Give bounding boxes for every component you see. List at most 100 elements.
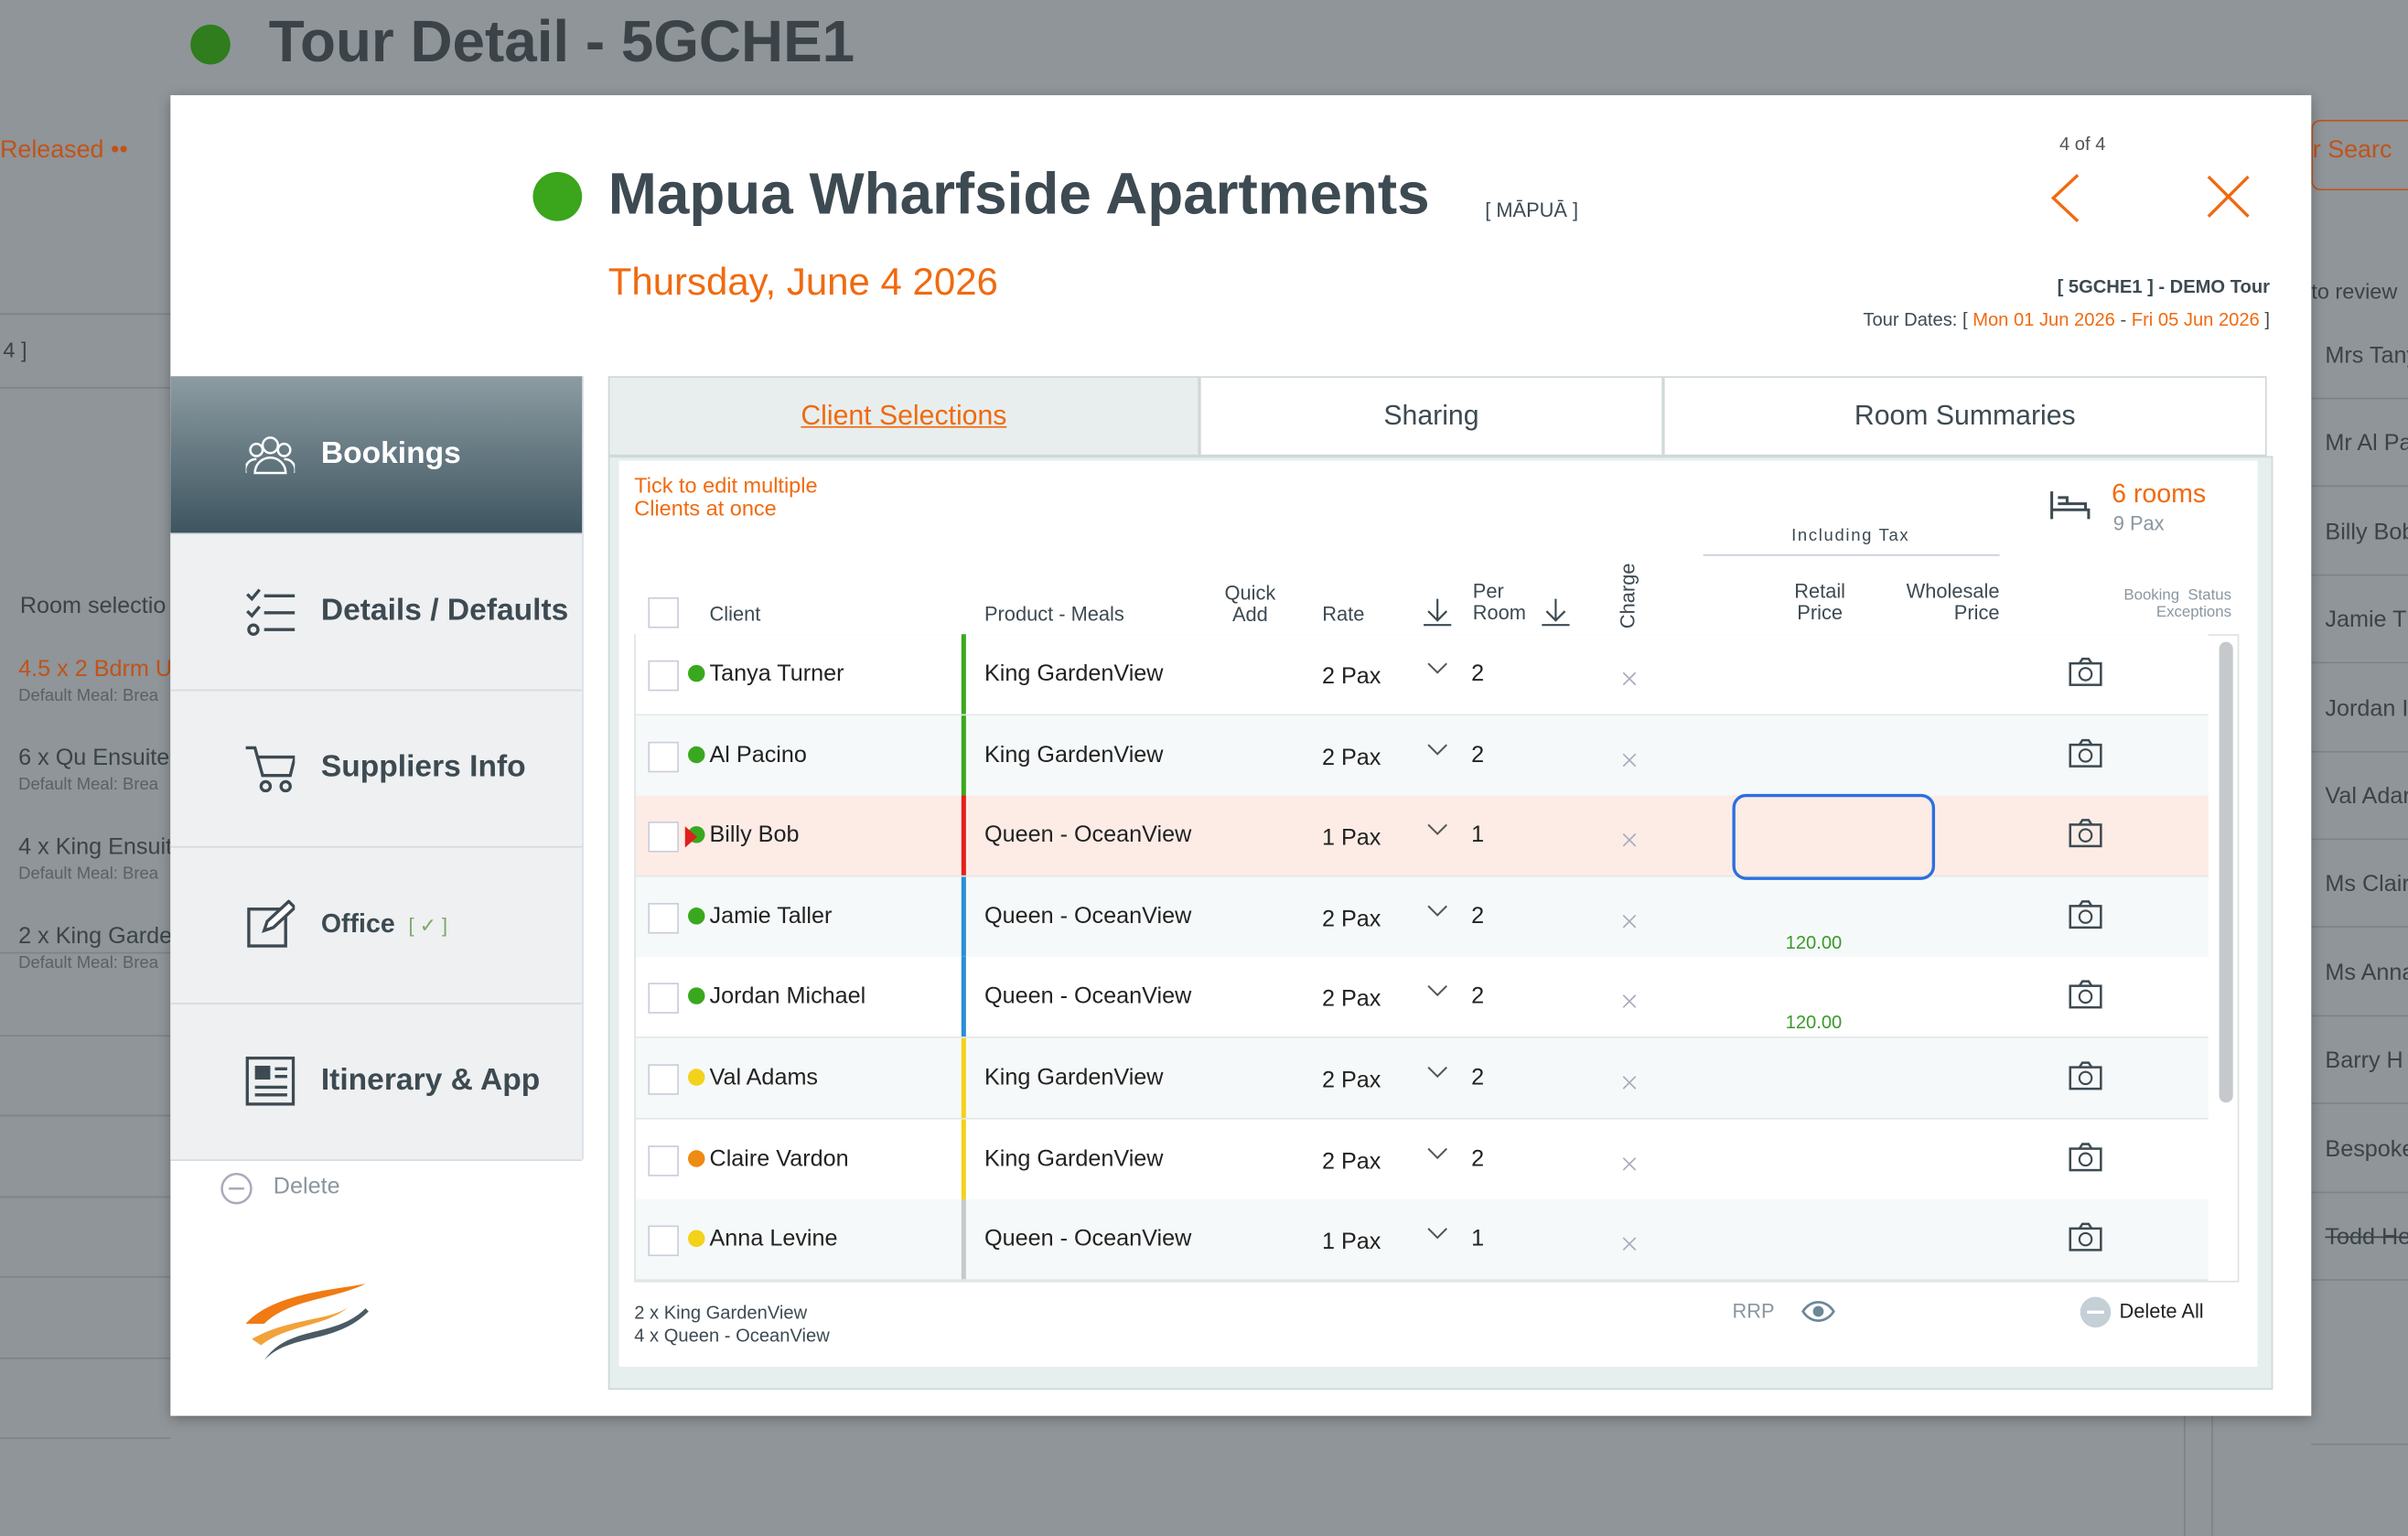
status-icon[interactable] (2069, 656, 2102, 687)
product-bar (961, 1037, 966, 1119)
product: King GardenView (984, 741, 1164, 768)
sort-icon[interactable] (1422, 596, 1453, 629)
row-checkbox[interactable] (648, 1144, 679, 1176)
client-name[interactable]: Anna Levine (709, 1226, 838, 1252)
quick-chevron[interactable] (1426, 817, 1448, 836)
tab-label[interactable]: Sharing (1383, 400, 1479, 431)
bg-name: Jamie T (2325, 607, 2407, 634)
close-button-svg (2207, 175, 2250, 218)
bg-room: 6 x Qu Ensuite (18, 745, 170, 771)
client-name[interactable]: Al Pacino (709, 741, 807, 768)
quick-chevron[interactable] (1426, 1059, 1448, 1079)
nav-label[interactable]: Details / Defaults (320, 593, 569, 628)
tab[interactable] (607, 376, 1199, 457)
client-name[interactable]: Billy Bob (709, 822, 800, 849)
charge-x[interactable] (1622, 667, 1638, 686)
status-dot (688, 746, 705, 763)
tab-label[interactable]: Client Selections (801, 400, 1007, 431)
charge-x[interactable] (1622, 1070, 1638, 1090)
nav-item[interactable] (170, 1003, 583, 1162)
row-checkbox[interactable] (648, 1225, 679, 1257)
nav-item[interactable] (170, 376, 583, 535)
quick-chevron[interactable] (1426, 898, 1448, 917)
bg-name: Ms Claire (2325, 871, 2408, 898)
eye-toggle[interactable] (1801, 1299, 1835, 1324)
client-name[interactable]: Jordan Michael (709, 983, 866, 1010)
rate: 2 Pax (1321, 1067, 1381, 1094)
bg-review: to review (2311, 278, 2398, 304)
close-button[interactable] (2205, 174, 2251, 220)
tab[interactable] (1662, 376, 2267, 457)
quick-chevron[interactable] (1426, 1141, 1448, 1159)
table-row (635, 957, 2209, 1039)
row-checkbox[interactable] (648, 822, 679, 853)
delete-all-icon[interactable] (2080, 1296, 2112, 1328)
status-icon[interactable] (2069, 1059, 2102, 1090)
delete-icon[interactable] (220, 1172, 253, 1206)
per-room: 2 (1471, 741, 1485, 768)
client-name[interactable]: Tanya Turner (709, 661, 844, 687)
status-icon[interactable] (2069, 1221, 2102, 1252)
bg-name-line (2311, 838, 2408, 841)
nav-icon (245, 1056, 296, 1106)
nav-label[interactable]: Itinerary & App (320, 1063, 541, 1098)
sort-icon[interactable] (1541, 596, 1572, 629)
product-bar (961, 876, 966, 957)
charge-x[interactable] (1622, 1232, 1638, 1251)
nav-icon (243, 430, 297, 479)
flag (684, 826, 698, 848)
prev-button[interactable] (2048, 172, 2084, 224)
row-checkbox[interactable] (648, 902, 679, 934)
charge-x[interactable] (1622, 908, 1638, 929)
bg-name-line (2311, 1015, 2408, 1016)
nav-label[interactable]: Suppliers Info (320, 749, 526, 784)
summary: 2 x King GardenView (634, 1301, 808, 1324)
product-bar (961, 634, 966, 714)
nav-label[interactable]: Office (320, 908, 395, 939)
product-bar (961, 1119, 966, 1199)
quick-chevron[interactable] (1426, 1221, 1448, 1240)
nav-item[interactable] (170, 690, 583, 848)
charge-x[interactable] (1622, 1151, 1638, 1171)
delete-all[interactable]: Delete All (2119, 1299, 2204, 1323)
header-checkbox[interactable] (648, 596, 679, 628)
client-name[interactable]: Val Adams (709, 1064, 819, 1091)
client-name[interactable]: Claire Vardon (709, 1144, 849, 1172)
focus-input[interactable] (1732, 793, 1936, 880)
row-checkbox[interactable] (648, 660, 679, 692)
nav-label[interactable]: Bookings (320, 436, 461, 471)
nav-item[interactable] (170, 846, 583, 1004)
charge-x[interactable] (1622, 747, 1638, 767)
tour-dates: Tour Dates: [ Mon 01 Jun 2026 - Fri 05 J… (1863, 308, 2270, 330)
per-room: 2 (1471, 902, 1485, 929)
status-icon[interactable] (2069, 1141, 2102, 1172)
quick-chevron[interactable] (1426, 656, 1448, 674)
tab[interactable] (1199, 376, 1663, 457)
row-checkbox[interactable] (648, 983, 679, 1015)
status-icon[interactable] (2069, 979, 2102, 1010)
scrollbar (2219, 641, 2233, 1103)
bg-line (2311, 1443, 2408, 1445)
quick-chevron[interactable] (1426, 736, 1448, 755)
row-checkbox[interactable] (648, 1064, 679, 1095)
delete-button[interactable]: Delete (273, 1173, 340, 1200)
nav-icon-svg (243, 436, 297, 475)
quick-chevron[interactable] (1426, 979, 1448, 997)
charge-x[interactable] (1622, 828, 1638, 847)
bg-line (0, 1196, 171, 1198)
bg-name: Bespoke (2325, 1135, 2408, 1163)
status-dot (688, 1230, 705, 1248)
row-checkbox[interactable] (648, 741, 679, 772)
status-icon[interactable] (2069, 898, 2102, 929)
status-icon-svg (2069, 1142, 2102, 1171)
status-icon[interactable] (2069, 736, 2102, 768)
nav-item[interactable] (170, 532, 583, 692)
quick-chevron-svg (1427, 1147, 1447, 1159)
status-icon[interactable] (2069, 817, 2102, 848)
client-name[interactable]: Jamie Taller (709, 902, 833, 929)
tab-label[interactable]: Room Summaries (1854, 400, 2076, 431)
bg-name-line (2311, 661, 2408, 664)
charge-x[interactable] (1622, 990, 1638, 1009)
bg-title: Tour Detail - 5GCHE1 (268, 10, 855, 76)
